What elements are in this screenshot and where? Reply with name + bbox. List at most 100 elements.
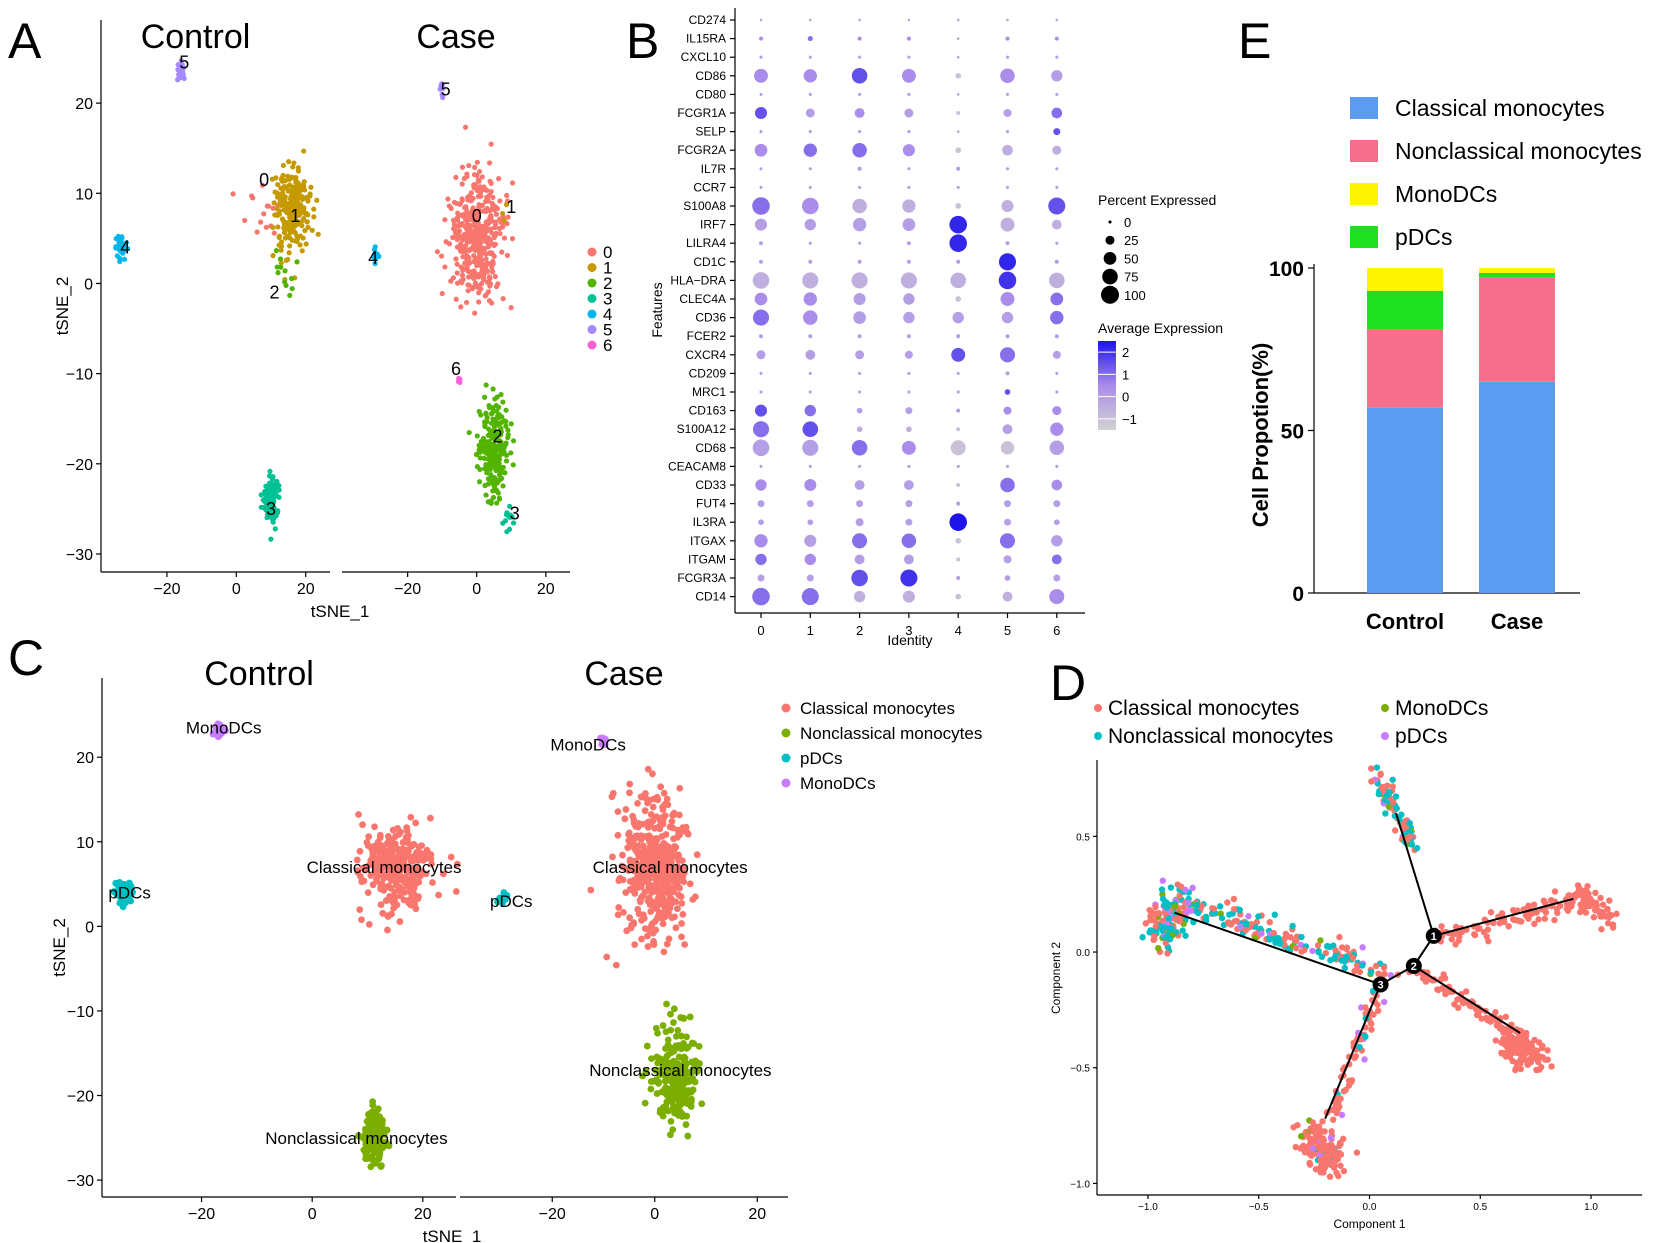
data-point (485, 499, 491, 505)
data-point (1367, 969, 1375, 976)
data-point (270, 224, 276, 231)
data-point (493, 420, 500, 426)
data-point (1512, 1065, 1520, 1072)
dot (951, 347, 966, 362)
dot (755, 479, 767, 491)
data-point (679, 910, 687, 918)
data-point (630, 920, 637, 928)
data-point (299, 223, 305, 229)
dot (1005, 92, 1010, 96)
data-point (280, 162, 286, 169)
dot (853, 311, 866, 324)
data-point (508, 450, 514, 456)
data-point (268, 492, 274, 499)
dot (857, 259, 862, 264)
dot (906, 426, 912, 433)
data-point (496, 477, 503, 483)
data-point (626, 877, 634, 885)
data-point (1599, 908, 1607, 916)
data-point (378, 871, 385, 879)
data-point (1501, 918, 1508, 926)
data-point (637, 836, 645, 843)
data-point (1326, 1173, 1334, 1180)
data-point (476, 168, 483, 175)
data-point (260, 182, 266, 188)
data-point (472, 310, 478, 316)
data-point (487, 160, 493, 166)
data-point (496, 446, 502, 452)
data-point (614, 808, 622, 816)
data-point (1165, 915, 1172, 922)
data-point (504, 529, 510, 535)
data-point (483, 269, 489, 275)
dot (759, 371, 763, 375)
data-point (278, 247, 284, 253)
dot (907, 130, 911, 134)
dot (956, 93, 960, 96)
data-point (117, 241, 124, 247)
data-point (466, 212, 472, 218)
data-point (1478, 1015, 1485, 1022)
legend-marker (587, 294, 597, 303)
data-point (294, 183, 300, 190)
data-point (273, 175, 279, 181)
dot (804, 534, 817, 547)
panel-letter-b: B (626, 13, 659, 69)
data-point (414, 895, 422, 903)
data-point (289, 275, 295, 282)
data-point (1471, 931, 1479, 939)
data-point (508, 305, 514, 311)
dot (956, 575, 961, 581)
data-point (659, 870, 667, 877)
panel-c-tsne-celltypes: 20 10 0 −10 −20 −30 tSNE_2 −20 0 20 Control Classic… (50, 655, 982, 1243)
data-point (489, 268, 496, 274)
data-point (497, 230, 503, 237)
data-point (474, 172, 480, 178)
data-point (666, 854, 674, 862)
data-point (496, 414, 502, 420)
data-point (373, 1148, 381, 1156)
dot (802, 439, 819, 456)
data-point (1159, 891, 1166, 898)
dot (755, 553, 767, 566)
data-point (1289, 922, 1296, 930)
data-point (1202, 913, 1210, 921)
dot (851, 440, 868, 456)
data-point (649, 770, 656, 778)
legend-label: 0 (603, 243, 612, 262)
dot (1052, 350, 1061, 359)
dot (1055, 167, 1059, 171)
legend-label: 5 (603, 321, 612, 340)
feature-label: CD33 (695, 478, 726, 492)
data-point (270, 205, 276, 211)
data-point (644, 897, 652, 905)
data-point (494, 408, 500, 414)
data-point (1383, 792, 1391, 799)
data-point (1373, 764, 1381, 771)
data-point (500, 296, 506, 302)
x-tick-label: 0 (232, 581, 241, 598)
data-point (1548, 1063, 1555, 1070)
data-point (1597, 894, 1604, 902)
dot (902, 590, 915, 603)
y-axis-title: Features (649, 282, 665, 337)
feature-label: CEACAM8 (668, 459, 726, 473)
data-point (674, 1026, 682, 1034)
data-point (466, 429, 472, 436)
data-point (447, 853, 455, 861)
data-point (485, 456, 491, 462)
size-legend-marker (1101, 285, 1119, 304)
dot (1005, 130, 1010, 134)
data-point (496, 495, 502, 501)
data-point (282, 268, 288, 274)
dot (808, 167, 812, 171)
data-point (693, 851, 701, 859)
data-point (508, 421, 514, 427)
data-point (367, 872, 375, 879)
data-point (295, 165, 301, 171)
dot (907, 18, 911, 22)
dot (1051, 70, 1063, 82)
x-tick-label: 0 (650, 1206, 659, 1223)
data-point (656, 1055, 664, 1063)
data-point (1328, 1128, 1335, 1135)
